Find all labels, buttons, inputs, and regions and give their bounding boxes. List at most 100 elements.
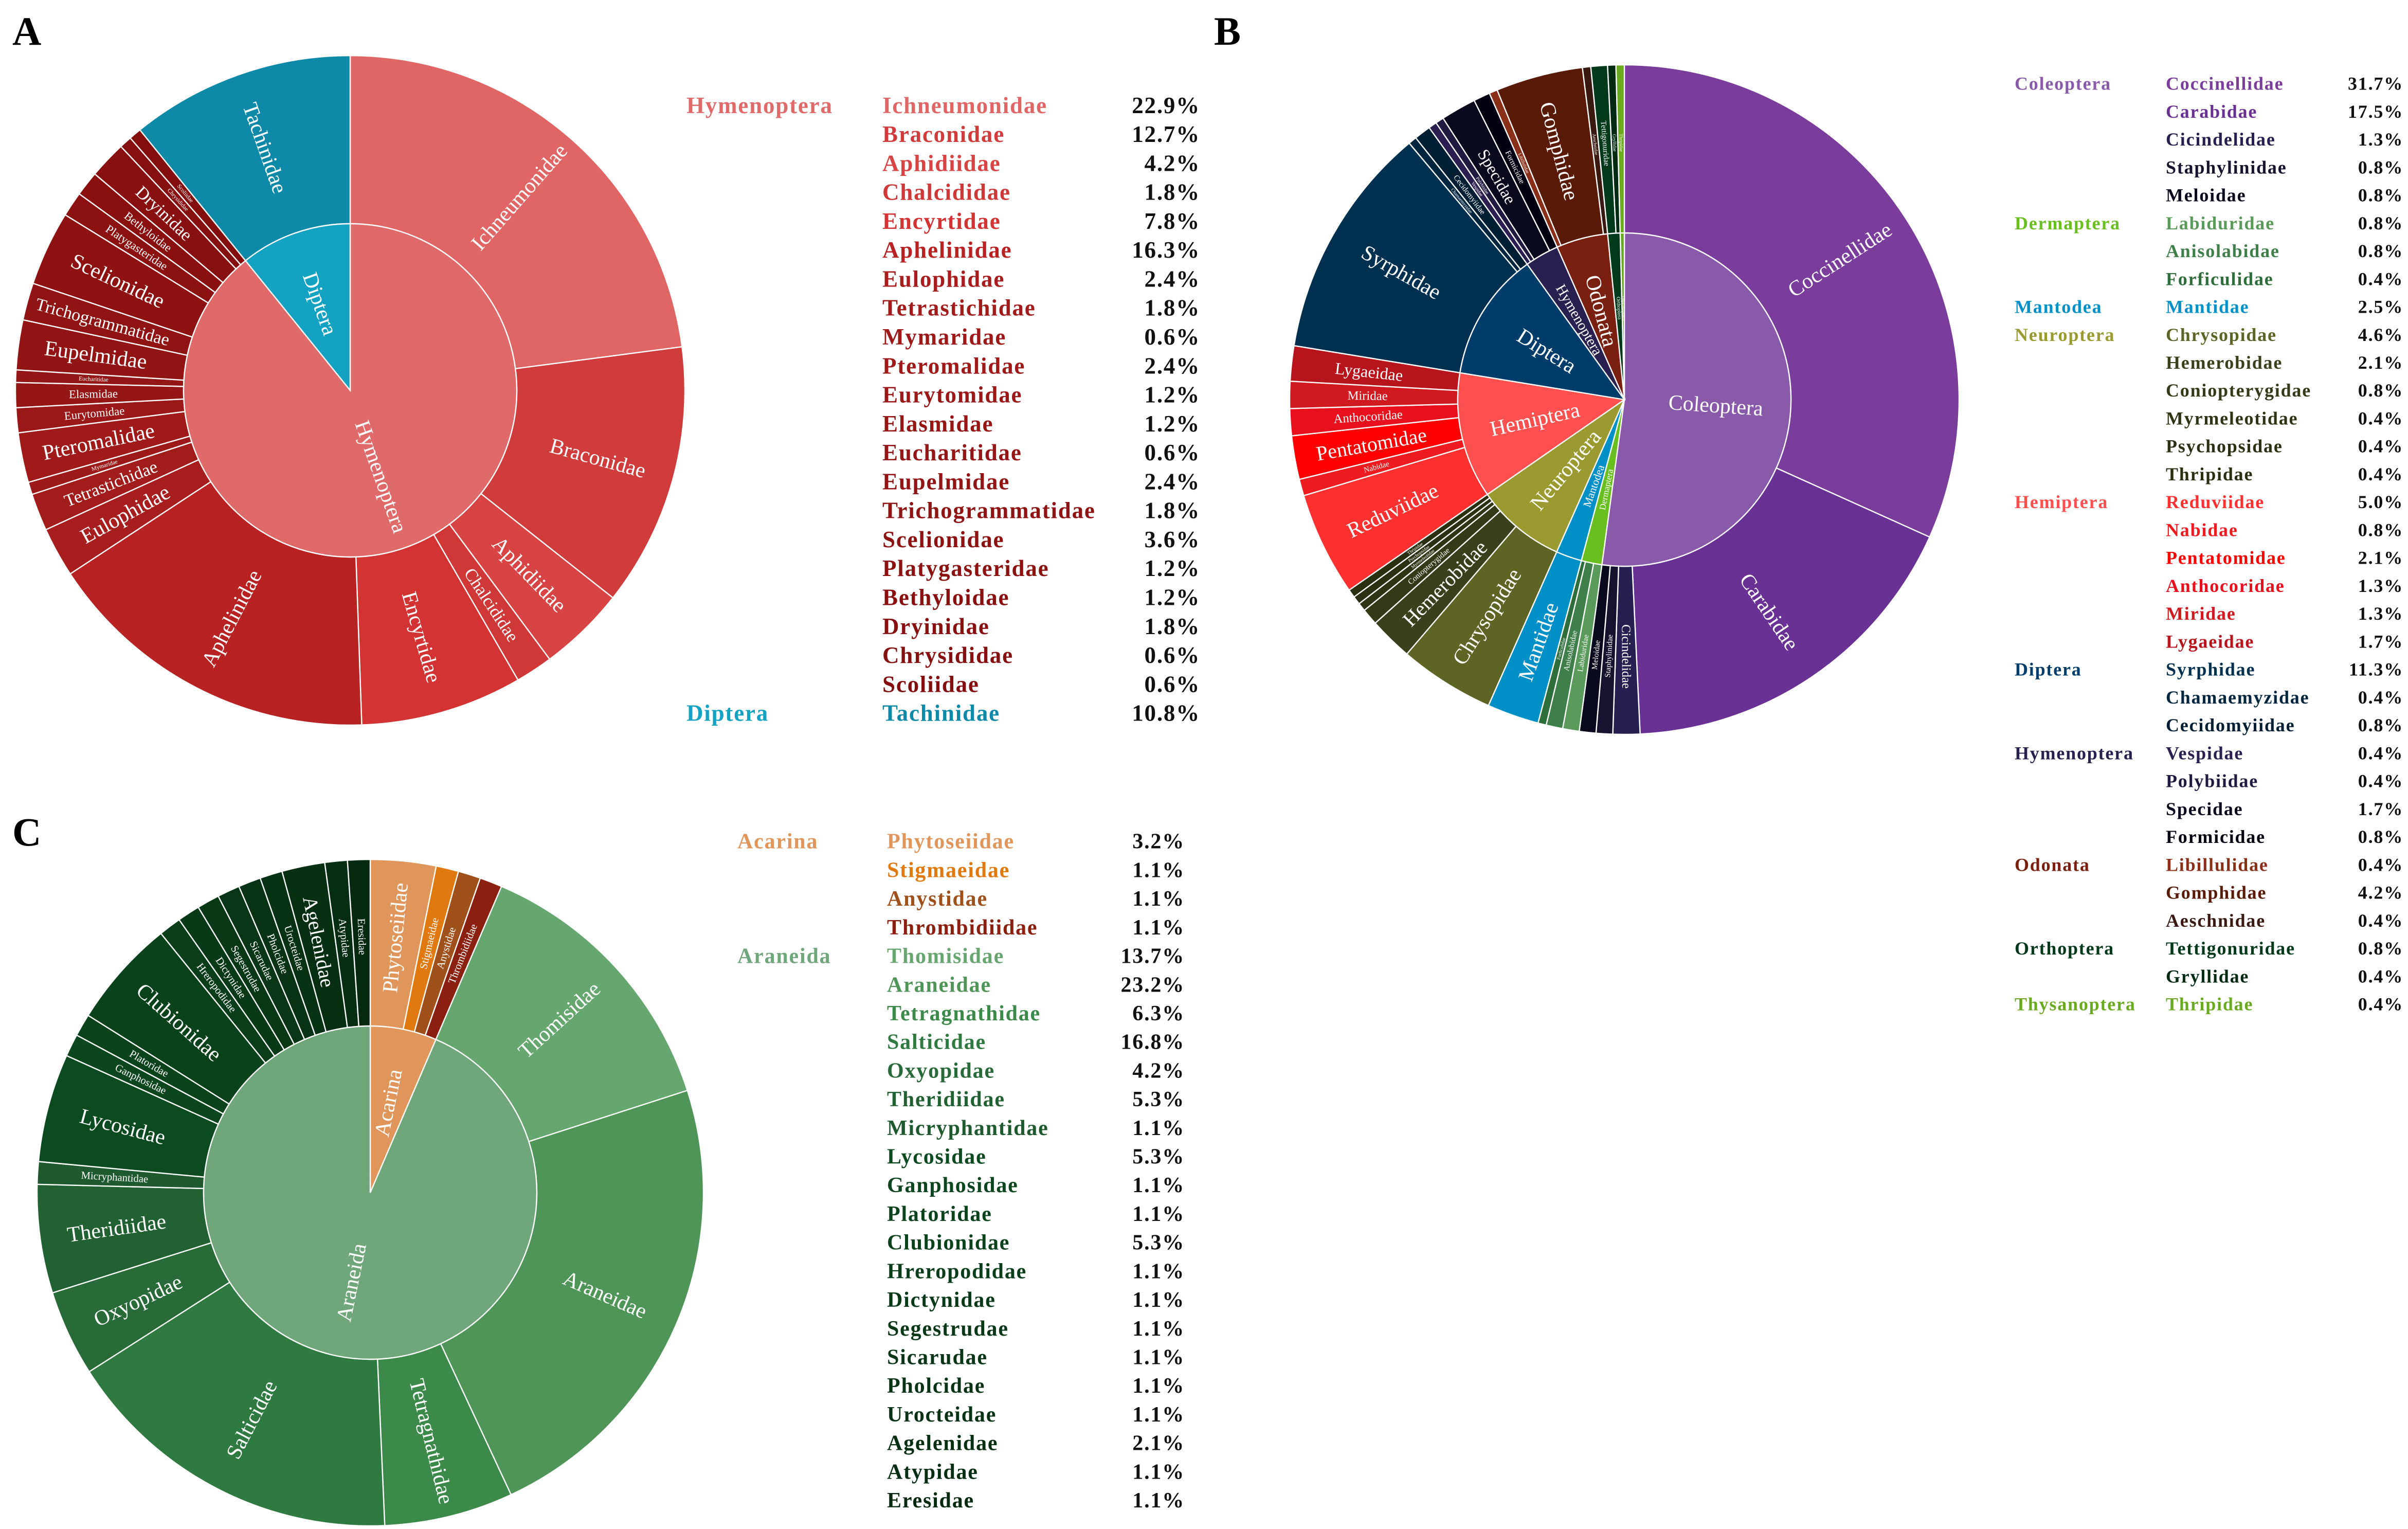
legend-order: Hemiptera xyxy=(2015,492,2108,512)
legend-family: Aphelinidae xyxy=(882,237,1012,263)
legend-order: Mantodea xyxy=(2015,297,2102,317)
inner-slice-diptera xyxy=(1459,263,1626,401)
legend-a: Hymenoptera Ichneumonidae 22.9% Braconidae 1… xyxy=(686,93,1200,726)
panel-label-c: C xyxy=(12,810,41,854)
legend-percent: 4.2% xyxy=(2358,883,2403,903)
legend-percent: 5.3% xyxy=(1132,1088,1185,1111)
legend-family: Micryphantidae xyxy=(887,1117,1049,1140)
legend-family: Oxyopidae xyxy=(887,1059,995,1083)
legend-family: Cecidomyiidae xyxy=(2166,715,2295,735)
legend-family: Tettigonuridae xyxy=(2166,938,2295,959)
legend-row: Segestrudae 1.1% xyxy=(887,1317,1184,1341)
legend-family: Platoridae xyxy=(887,1202,992,1226)
legend-row: Sicarudae 1.1% xyxy=(887,1345,1184,1369)
slice-label-eresidae: Eresidae xyxy=(355,918,368,955)
legend-percent: 7.8% xyxy=(1145,208,1200,234)
legend-b: Coleoptera Coccinellidae 31.7% Carabidae 17.… xyxy=(2015,74,2403,1015)
legend-percent: 1.2% xyxy=(1145,411,1200,437)
legend-family: Mymaridae xyxy=(882,324,1006,350)
legend-row: Nabidae 0.8% xyxy=(2166,519,2402,540)
legend-percent: 0.4% xyxy=(2358,268,2403,289)
legend-order: Hymenoptera xyxy=(2015,743,2134,763)
legend-row: Odonata Libillulidae 0.4% xyxy=(2015,854,2402,875)
legend-percent: 0.4% xyxy=(2358,687,2403,708)
legend-family: Anthocoridae xyxy=(2166,575,2285,596)
inner-slice-neuroptera xyxy=(1486,398,1626,553)
slice-label-staphylinidae: Staphylinidae xyxy=(1603,634,1615,678)
legend-row: Diptera Tachinidae 10.8% xyxy=(686,700,1200,726)
legend-percent: 0.4% xyxy=(2358,771,2403,792)
legend-percent: 1.1% xyxy=(1132,1260,1185,1283)
legend-family: Chamaemyzidae xyxy=(2166,687,2309,708)
panel-label-a: A xyxy=(12,9,41,53)
legend-percent: 1.8% xyxy=(1145,498,1200,524)
legend-row: Neuroptera Chrysopidae 4.6% xyxy=(2015,325,2403,345)
legend-family: Psychopsidae xyxy=(2166,436,2283,457)
legend-percent: 0.6% xyxy=(1145,440,1200,465)
legend-family: Labiduridae xyxy=(2166,213,2275,233)
legend-percent: 1.8% xyxy=(1145,614,1200,639)
legend-row: Theridiidae 5.3% xyxy=(887,1088,1185,1111)
inner-slice-acarina xyxy=(369,1025,437,1193)
outer-ring: IchneumonidaeBraconidaeAphidiidaeChalcid… xyxy=(14,55,686,726)
legend-percent: 0.8% xyxy=(2358,938,2403,959)
legend-percent: 11.3% xyxy=(2349,659,2403,680)
legend-order: Neuroptera xyxy=(2015,325,2115,345)
legend-family: Ganphosidae xyxy=(887,1174,1019,1197)
legend-percent: 1.1% xyxy=(1132,1460,1185,1484)
legend-order: Orthoptera xyxy=(2015,938,2114,959)
legend-family: Myrmeleotidae xyxy=(2166,408,2298,428)
legend-percent: 4.6% xyxy=(2358,325,2403,345)
legend-family: Chrysopidae xyxy=(2166,325,2277,345)
legend-percent: 3.6% xyxy=(1145,527,1200,552)
legend-row: Bethyloidae 1.2% xyxy=(882,585,1200,610)
legend-row: Dryinidae 1.8% xyxy=(882,614,1200,639)
legend-family: Pentatomidae xyxy=(2166,548,2286,568)
legend-row: Staphylinidae 0.8% xyxy=(2166,157,2402,177)
legend-percent: 1.1% xyxy=(1132,1288,1185,1312)
legend-percent: 2.1% xyxy=(1132,1432,1185,1455)
legend-row: Salticidae 16.8% xyxy=(887,1031,1184,1054)
legend-family: Polybiidae xyxy=(2166,771,2258,792)
legend-percent: 1.8% xyxy=(1145,295,1200,321)
inner-slice-coleoptera xyxy=(1601,232,1792,567)
legend-family: Lycosidae xyxy=(887,1145,987,1169)
legend-row: Hreropodidae 1.1% xyxy=(887,1260,1185,1283)
legend-row: Myrmeleotidae 0.4% xyxy=(2166,408,2402,428)
legend-percent: 1.7% xyxy=(2358,631,2403,652)
inner-slice-araneida xyxy=(203,1025,538,1360)
legend-family: Specidae xyxy=(2166,799,2243,819)
legend-percent: 22.9% xyxy=(1132,93,1200,118)
legend-percent: 10.8% xyxy=(1132,700,1200,726)
legend-family: Chrysididae xyxy=(882,642,1013,668)
legend-percent: 0.6% xyxy=(1145,642,1200,668)
legend-family: Thomisidae xyxy=(887,945,1004,968)
legend-percent: 0.6% xyxy=(1145,671,1200,697)
legend-percent: 0.4% xyxy=(2358,464,2403,484)
legend-percent: 0.4% xyxy=(2358,910,2403,931)
legend-row: Specidae 1.7% xyxy=(2166,799,2402,819)
legend-percent: 1.3% xyxy=(2358,129,2403,150)
legend-percent: 5.3% xyxy=(1132,1145,1185,1169)
legend-row: Eurytomidae 1.2% xyxy=(882,382,1199,408)
legend-family: Encyrtidae xyxy=(882,208,1001,234)
slice-label-eucharitidae: Eucharitidae xyxy=(79,376,108,383)
legend-percent: 1.1% xyxy=(1132,916,1185,940)
legend-family: Agelenidae xyxy=(887,1432,998,1455)
sunburst-chart-c: Phytoseiidae StigmaeidaeAnystidaeThrombid… xyxy=(36,858,704,1527)
legend-row: Ganphosidae 1.1% xyxy=(887,1174,1184,1197)
legend-family: Clubionidae xyxy=(887,1231,1010,1255)
legend-row: Cicindelidae 1.3% xyxy=(2166,129,2403,150)
legend-percent: 0.4% xyxy=(2358,436,2403,457)
legend-percent: 1.1% xyxy=(1132,1403,1185,1427)
legend-row: Scoliidae 0.6% xyxy=(882,671,1200,697)
legend-row: Thripidae 0.4% xyxy=(2166,464,2403,484)
legend-percent: 1.2% xyxy=(1145,585,1200,610)
legend-row: Meloidae 0.8% xyxy=(2166,185,2402,206)
legend-percent: 0.8% xyxy=(2358,715,2403,735)
legend-family: Dictynidae xyxy=(887,1288,996,1312)
legend-family: Coniopterygidae xyxy=(2166,380,2311,401)
legend-order: Thysanoptera xyxy=(2015,994,2136,1015)
legend-row: Eresidae 1.1% xyxy=(887,1489,1184,1513)
legend-family: Meloidae xyxy=(2166,185,2246,206)
